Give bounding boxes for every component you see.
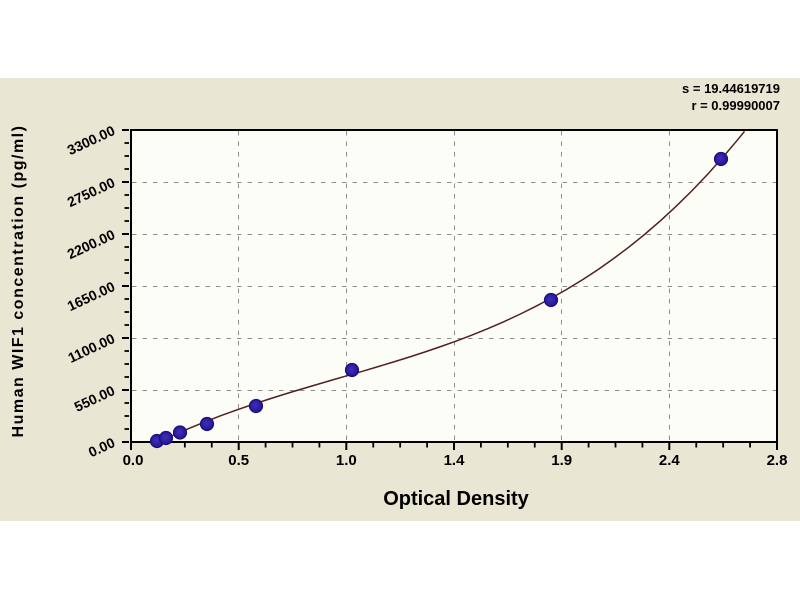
svg-text:Human WIF1 concentration (pg/m: Human WIF1 concentration (pg/ml): [10, 125, 27, 438]
svg-text:2.8: 2.8: [767, 452, 788, 469]
svg-text:1.9: 1.9: [551, 452, 572, 469]
svg-text:s = 19.44619719: s = 19.44619719: [682, 81, 780, 96]
svg-text:0.5: 0.5: [228, 452, 249, 469]
svg-text:0.0: 0.0: [123, 452, 144, 469]
svg-text:Optical Density: Optical Density: [383, 488, 529, 510]
svg-text:2.4: 2.4: [659, 452, 681, 469]
svg-text:1.0: 1.0: [336, 452, 357, 469]
svg-text:r = 0.99990007: r = 0.99990007: [691, 98, 780, 113]
svg-text:1.4: 1.4: [444, 452, 466, 469]
